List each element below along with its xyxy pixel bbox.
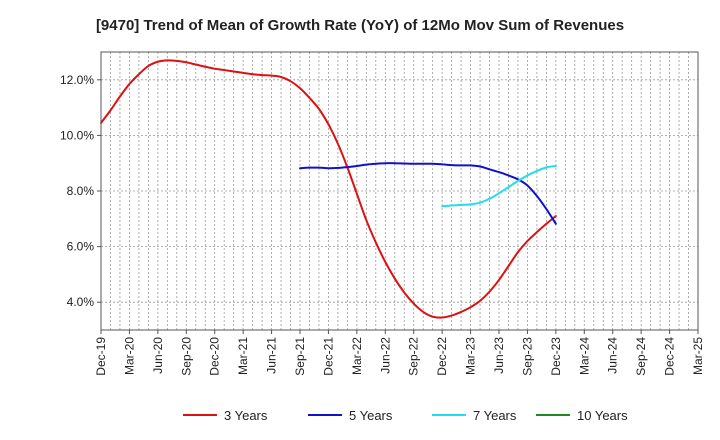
series-line-5-years [299, 162, 557, 225]
legend: 3 Years 5 Years 7 Years 10 Years [183, 408, 628, 423]
x-tick-label: Sep-22 [407, 337, 421, 376]
x-tick-label: Jun-20 [151, 337, 165, 374]
y-tick-label: 6.0% [67, 240, 95, 254]
x-tick-label: Dec-22 [435, 337, 449, 376]
x-tick-label: Mar-22 [350, 337, 364, 375]
x-tick-label: Dec-19 [94, 337, 108, 376]
legend-label-3-years: 3 Years [224, 408, 268, 423]
legend-label-7-years: 7 Years [473, 408, 517, 423]
y-axis-tick-labels: 4.0% 6.0% 8.0% 10.0% 12.0% [60, 73, 101, 309]
x-tick-label: Sep-20 [179, 337, 193, 376]
y-tick-label: 8.0% [67, 184, 95, 198]
y-tick-label: 10.0% [60, 128, 94, 142]
x-tick-label: Mar-20 [122, 337, 136, 375]
series-line-3-years [100, 59, 557, 319]
x-tick-label: Sep-21 [293, 337, 307, 376]
y-gridlines [101, 79, 698, 303]
x-tick-label: Jun-21 [265, 337, 279, 374]
legend-label-10-years: 10 Years [577, 408, 628, 423]
x-tick-label: Mar-24 [577, 337, 591, 375]
x-tick-label: Jun-23 [492, 337, 506, 374]
x-tick-label: Dec-24 [663, 337, 677, 376]
legend-label-5-years: 5 Years [349, 408, 393, 423]
x-tick-label: Dec-23 [549, 337, 563, 376]
x-tick-label: Mar-21 [236, 337, 250, 375]
series-line-7-years [441, 164, 557, 208]
x-tick-label: Jun-24 [606, 337, 620, 374]
y-tick-label: 4.0% [67, 295, 95, 309]
x-tick-label: Mar-25 [691, 337, 705, 375]
x-axis-tick-labels: Dec-19 Mar-20 Jun-20 Sep-20 Dec-20 Mar-21 Jun-… [94, 330, 705, 376]
x-tick-label: Dec-20 [208, 337, 222, 376]
series-lines [100, 59, 557, 319]
chart-title: [9470] Trend of Mean of Growth Rate (YoY… [96, 17, 624, 34]
x-tick-label: Mar-23 [464, 337, 478, 375]
x-tick-label: Jun-22 [378, 337, 392, 374]
x-tick-label: Dec-21 [321, 337, 335, 376]
x-tick-label: Sep-23 [520, 337, 534, 376]
x-tick-label: Sep-24 [634, 337, 648, 376]
y-tick-label: 12.0% [60, 73, 94, 87]
